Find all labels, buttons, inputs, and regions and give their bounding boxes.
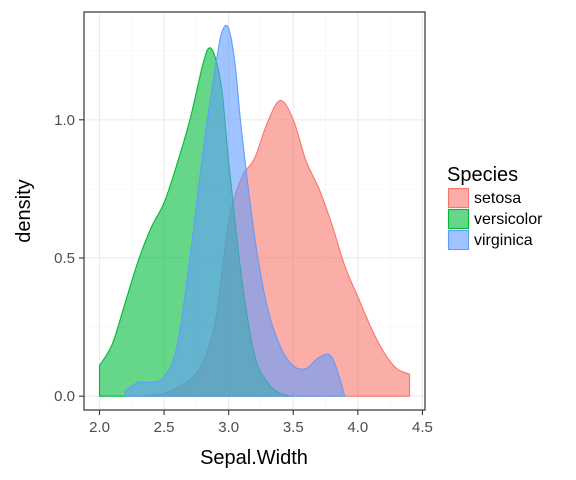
x-axis-ticks: 2.0 2.5 3.0 3.5 4.0 4.5 bbox=[89, 410, 433, 436]
x-tick-label: 2.0 bbox=[89, 419, 110, 436]
y-tick-label: 1.0 bbox=[54, 112, 75, 129]
legend-key-versicolor bbox=[447, 208, 470, 230]
density-areas bbox=[98, 24, 411, 397]
y-axis-ticks: 0.0 0.5 1.0 bbox=[54, 112, 84, 405]
x-tick-label: 3.5 bbox=[283, 419, 304, 436]
x-tick-label: 3.0 bbox=[218, 419, 239, 436]
legend: Species setosa versicolor virginica bbox=[447, 164, 543, 251]
legend-label-virginica: virginica bbox=[474, 232, 533, 249]
density-area-virginica bbox=[124, 24, 346, 397]
x-tick-label: 4.0 bbox=[347, 419, 368, 436]
legend-key-virginica bbox=[447, 229, 470, 251]
y-tick-label: 0.5 bbox=[54, 250, 75, 267]
y-axis-title: density bbox=[13, 179, 35, 242]
y-tick-label: 0.0 bbox=[54, 388, 75, 405]
x-tick-label: 2.5 bbox=[154, 419, 175, 436]
x-tick-label: 4.5 bbox=[412, 419, 433, 436]
legend-label-versicolor: versicolor bbox=[474, 211, 543, 228]
panel-border bbox=[83, 11, 426, 411]
x-axis-title: Sepal.Width bbox=[200, 447, 308, 469]
legend-title: Species bbox=[447, 164, 518, 186]
legend-key-setosa bbox=[447, 187, 470, 209]
legend-label-setosa: setosa bbox=[474, 190, 521, 207]
